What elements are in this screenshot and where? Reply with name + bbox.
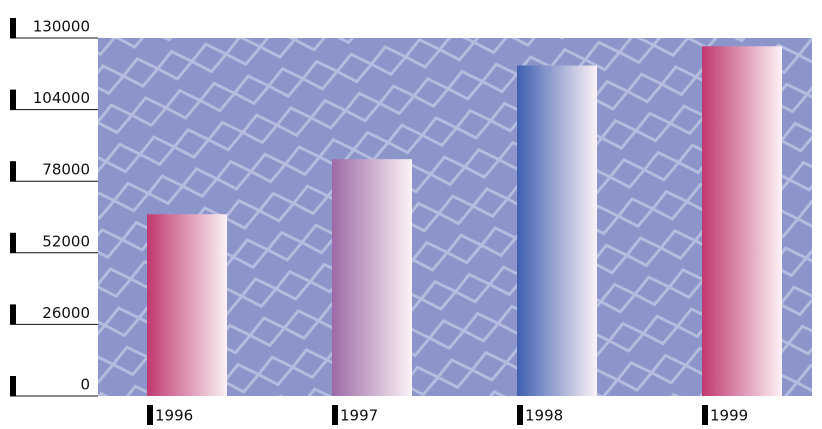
y-tick-marker (10, 89, 16, 110)
y-tick-label: 52000 (42, 232, 90, 250)
bar (147, 214, 227, 396)
bar (517, 65, 597, 397)
bar (702, 46, 782, 397)
x-tick-marker (702, 405, 708, 425)
x-tick-marker (332, 405, 338, 425)
y-tick-label: 78000 (42, 161, 90, 179)
bar (332, 159, 412, 396)
y-tick-marker (10, 304, 16, 325)
x-tick-label: 1996 (155, 407, 193, 425)
y-tick-label: 130000 (33, 18, 90, 36)
x-tick-label: 1997 (340, 407, 378, 425)
x-tick-marker (517, 405, 523, 425)
y-tick-label: 26000 (42, 304, 90, 322)
y-tick-label: 104000 (33, 89, 90, 107)
y-tick-marker (10, 18, 16, 38)
y-tick-marker (10, 376, 16, 396)
x-tick-marker (147, 405, 153, 425)
x-tick-label: 1999 (710, 407, 748, 425)
y-tick-marker (10, 232, 16, 253)
y-tick-label: 0 (80, 376, 90, 394)
x-tick-label: 1998 (525, 407, 563, 425)
y-tick-marker (10, 161, 16, 182)
